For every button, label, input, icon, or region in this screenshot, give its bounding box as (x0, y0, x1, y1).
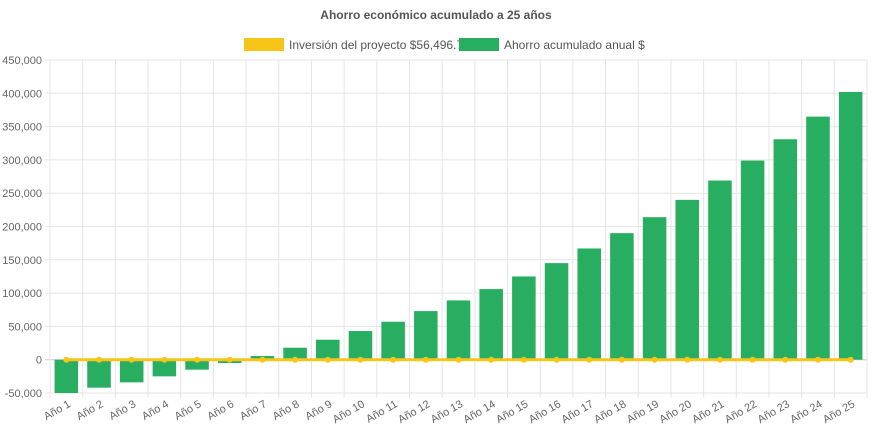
x-tick-label: Año 4 (140, 398, 171, 423)
legend-item-ahorro[interactable]: Ahorro acumulado anual $ (459, 38, 645, 52)
bar-ahorro[interactable] (446, 300, 471, 360)
bar-ahorro[interactable] (740, 160, 765, 360)
legend-label-ahorro: Ahorro acumulado anual $ (504, 38, 645, 52)
point-inversion[interactable] (814, 356, 821, 363)
bar-ahorro[interactable] (512, 276, 536, 360)
legend: Inversión del proyecto $56,496.71 Ahorro… (244, 38, 645, 52)
y-tick-label: 50,000 (8, 321, 42, 333)
x-tick-label: Año 18 (592, 398, 628, 426)
x-tick-label: Año 20 (658, 398, 694, 426)
legend-swatch-ahorro (459, 38, 499, 51)
point-inversion[interactable] (128, 356, 135, 363)
x-tick-label: Año 17 (560, 398, 596, 426)
point-inversion[interactable] (847, 356, 854, 363)
x-tick-label: Año 9 (303, 398, 334, 423)
y-tick-label: 150,000 (2, 255, 42, 267)
bar-ahorro[interactable] (414, 311, 438, 360)
point-inversion[interactable] (422, 356, 429, 363)
point-inversion[interactable] (553, 356, 560, 363)
y-tick-label: 300,000 (2, 155, 42, 167)
point-inversion[interactable] (194, 356, 201, 363)
x-tick-label: Año 11 (364, 398, 399, 425)
x-tick-label: Año 24 (788, 398, 824, 426)
bar-ahorro[interactable] (544, 263, 569, 360)
point-inversion[interactable] (226, 356, 233, 363)
line-series-inversion (63, 356, 854, 363)
point-inversion[interactable] (63, 356, 70, 363)
point-inversion[interactable] (716, 356, 723, 363)
y-tick-label: 350,000 (2, 122, 42, 134)
bar-ahorro[interactable] (610, 233, 634, 360)
bar-ahorro[interactable] (185, 359, 209, 370)
point-inversion[interactable] (324, 356, 331, 363)
bar-series-ahorro (54, 91, 863, 393)
point-inversion[interactable] (520, 356, 527, 363)
bar-ahorro[interactable] (642, 217, 667, 360)
point-inversion[interactable] (96, 356, 103, 363)
bar-ahorro[interactable] (838, 91, 863, 360)
x-tick-label: Año 12 (396, 398, 432, 426)
point-inversion[interactable] (455, 356, 462, 363)
bar-ahorro[interactable] (675, 199, 700, 360)
bar-ahorro[interactable] (152, 359, 177, 377)
legend-item-inversion[interactable]: Inversión del proyecto $56,496.71 (244, 38, 470, 52)
x-tick-label: Año 14 (461, 398, 497, 426)
x-tick-label: Año 22 (723, 398, 759, 426)
point-inversion[interactable] (488, 356, 495, 363)
grid (45, 59, 868, 398)
bar-ahorro[interactable] (119, 359, 144, 383)
point-inversion[interactable] (618, 356, 625, 363)
point-inversion[interactable] (684, 356, 691, 363)
legend-label-inversion: Inversión del proyecto $56,496.71 (289, 38, 470, 52)
x-tick-label: Año 2 (75, 398, 106, 423)
x-tick-label: Año 13 (429, 398, 465, 426)
x-tick-label: Año 19 (625, 398, 661, 426)
bar-ahorro[interactable] (479, 289, 503, 360)
x-tick-label: Año 16 (527, 398, 563, 426)
y-tick-label: -50,000 (5, 388, 42, 400)
chart-title: Ahorro económico acumulado a 25 años (320, 8, 552, 22)
x-tick-label: Año 10 (331, 398, 367, 426)
bar-ahorro[interactable] (316, 339, 340, 360)
x-tick-label: Año 7 (238, 398, 269, 423)
y-tick-label: 400,000 (2, 88, 42, 100)
x-tick-label: Año 15 (494, 398, 530, 426)
x-tick-label: Año 3 (107, 398, 138, 423)
bar-ahorro[interactable] (708, 180, 732, 360)
x-tick-label: Año 6 (205, 398, 236, 423)
x-tick-label: Año 21 (690, 398, 726, 426)
bar-ahorro[interactable] (87, 359, 111, 388)
y-tick-label: 200,000 (2, 222, 42, 234)
point-inversion[interactable] (292, 356, 299, 363)
x-tick-label: Año 1 (42, 398, 73, 423)
point-inversion[interactable] (390, 356, 397, 363)
bar-ahorro[interactable] (773, 139, 798, 360)
y-tick-label: 0 (36, 355, 42, 367)
y-axis: 450,000 400,000 350,000 300,000 250,000 200,0… (2, 55, 42, 400)
point-inversion[interactable] (586, 356, 593, 363)
legend-swatch-inversion (244, 38, 284, 51)
bar-ahorro[interactable] (381, 321, 405, 360)
x-tick-label: Año 8 (271, 398, 302, 423)
bar-ahorro[interactable] (54, 359, 79, 393)
bar-ahorro[interactable] (806, 116, 830, 360)
y-tick-label: 250,000 (2, 188, 42, 200)
x-tick-label: Año 5 (173, 398, 204, 423)
point-inversion[interactable] (651, 356, 658, 363)
y-tick-label: 450,000 (2, 55, 42, 67)
bar-ahorro[interactable] (283, 347, 307, 360)
point-inversion[interactable] (782, 356, 789, 363)
bar-ahorro[interactable] (348, 331, 373, 360)
x-axis: Año 1 Año 2 Año 3 Año 4 Año 5 Año 6 Año 7 Año 8… (42, 398, 857, 426)
point-inversion[interactable] (161, 356, 168, 363)
point-inversion[interactable] (259, 356, 266, 363)
x-tick-label: Año 25 (821, 398, 857, 426)
y-tick-label: 100,000 (2, 288, 42, 300)
point-inversion[interactable] (749, 356, 756, 363)
point-inversion[interactable] (357, 356, 364, 363)
bar-ahorro[interactable] (577, 248, 601, 360)
x-tick-label: Año 23 (756, 398, 792, 426)
